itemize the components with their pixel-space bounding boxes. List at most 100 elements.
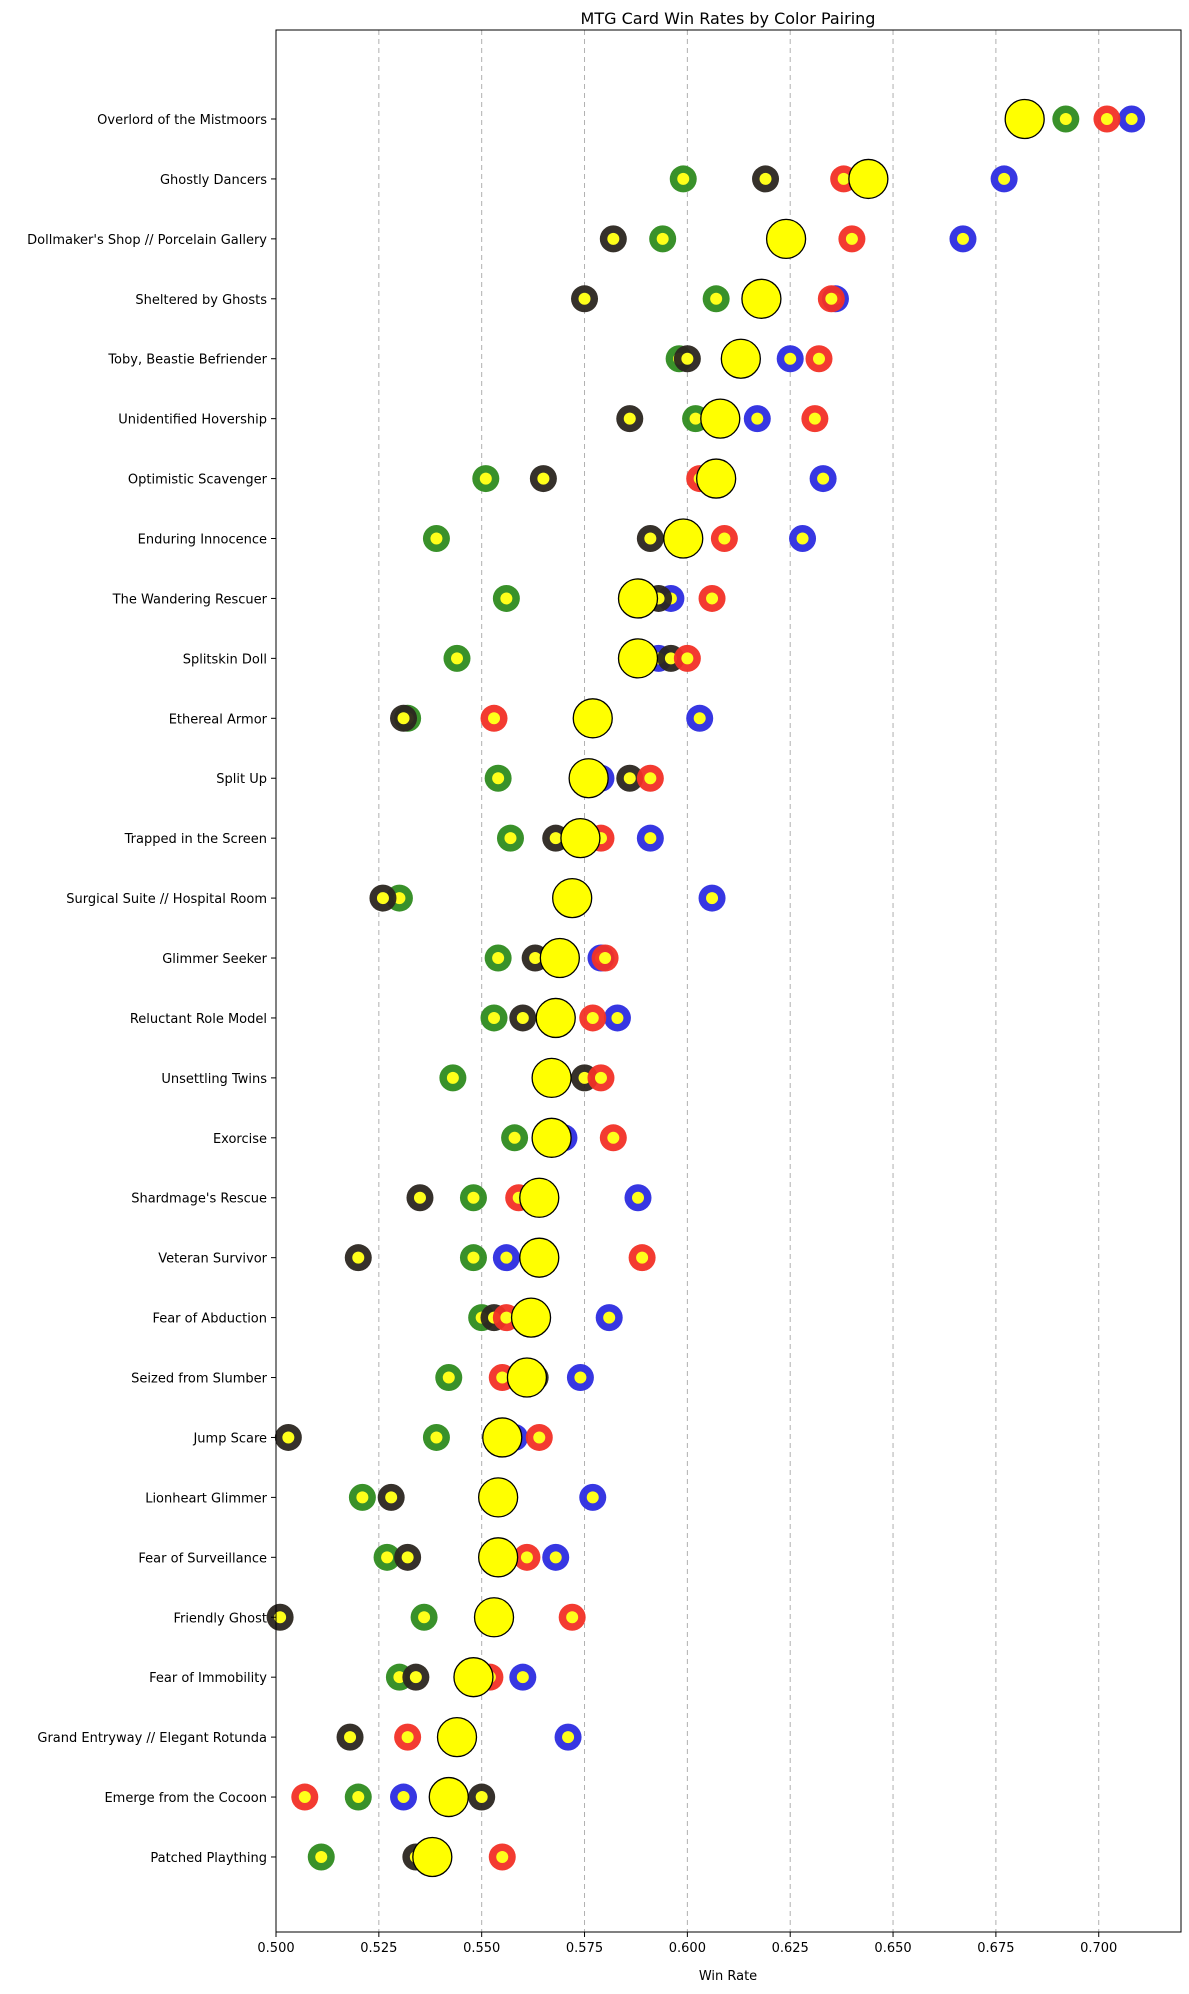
- point-overall: [765, 218, 807, 260]
- card-name-label: Grand Entryway // Elegant Rotunda: [37, 1731, 267, 1746]
- point-white-center: [656, 232, 669, 245]
- point-white-center: [442, 1371, 455, 1384]
- point-white-center: [467, 1251, 480, 1264]
- card-name-label: Emerge from the Cocoon: [104, 1791, 267, 1806]
- card-row: [571, 278, 849, 319]
- card-row: [599, 218, 977, 260]
- point-black-center: [401, 1551, 414, 1564]
- point-white-center: [446, 1071, 459, 1084]
- point-blue-center: [574, 1371, 587, 1384]
- point-blue-center: [784, 352, 797, 365]
- card-row: [472, 458, 837, 499]
- point-overall: [539, 937, 580, 979]
- card-name-label: Jump Scare: [192, 1431, 267, 1446]
- point-black-center: [578, 1071, 591, 1084]
- point-red-center: [520, 1551, 533, 1564]
- card-name-label: Optimistic Scavenger: [128, 473, 268, 488]
- x-tick-label: 0.550: [463, 1941, 500, 1956]
- point-overall: [482, 1417, 523, 1458]
- point-blue-center: [956, 232, 969, 245]
- card-row: [274, 1417, 553, 1458]
- card-name-label: Enduring Innocence: [138, 533, 267, 548]
- point-white-center: [1059, 113, 1072, 125]
- card-name-label: Glimmer Seeker: [162, 952, 267, 967]
- point-black-center: [352, 1251, 365, 1264]
- card-row: [422, 518, 817, 559]
- point-black-center: [529, 952, 542, 965]
- card-name-label: Fear of Immobility: [149, 1671, 267, 1686]
- point-black-center: [376, 892, 389, 905]
- card-name-label: Unidentified Hovership: [118, 413, 267, 428]
- point-blue-center: [397, 1791, 410, 1804]
- point-overall: [663, 518, 704, 559]
- card-row: [484, 937, 619, 979]
- point-black-center: [274, 1611, 287, 1624]
- card-name-label: Ghostly Dancers: [160, 173, 267, 188]
- point-red-center: [500, 1311, 513, 1324]
- card-row: [406, 1177, 652, 1218]
- card-row: [266, 1597, 586, 1638]
- card-name-label: Splitskin Doll: [183, 652, 267, 667]
- point-red-center: [566, 1611, 579, 1624]
- card-name-label: The Wandering Rescuer: [112, 592, 268, 607]
- card-name-label: Friendly Ghost: [173, 1611, 267, 1626]
- card-row: [307, 1836, 516, 1878]
- point-overall: [560, 818, 601, 859]
- card-name-label: Surgical Suite // Hospital Room: [66, 892, 267, 907]
- point-red-center: [706, 592, 719, 605]
- point-overall: [617, 578, 659, 619]
- card-name-label: Sheltered by Ghosts: [135, 293, 267, 308]
- point-red-center: [488, 712, 501, 725]
- point-overall: [700, 398, 741, 439]
- card-row: [501, 1117, 627, 1158]
- point-red-center: [599, 952, 612, 965]
- data-points: [266, 98, 1146, 1878]
- point-overall: [848, 158, 889, 200]
- card-name-label: Lionheart Glimmer: [145, 1491, 267, 1506]
- plot-frame: [275, 29, 1182, 1933]
- point-white-center: [381, 1551, 394, 1564]
- point-white-center: [504, 832, 517, 845]
- point-blue-center: [817, 472, 830, 485]
- x-tick-label: 0.525: [360, 1941, 397, 1956]
- point-overall: [436, 1716, 478, 1758]
- point-blue-center: [998, 172, 1011, 185]
- card-name-label: Fear of Surveillance: [138, 1551, 267, 1566]
- point-overall: [741, 278, 782, 319]
- point-overall: [412, 1836, 453, 1878]
- point-overall: [552, 877, 593, 919]
- point-white-center: [488, 1011, 501, 1024]
- card-row: [616, 398, 829, 439]
- card-row: [291, 1776, 496, 1818]
- point-red-center: [533, 1431, 546, 1444]
- point-red-center: [401, 1731, 414, 1744]
- point-overall: [473, 1597, 515, 1638]
- point-black-center: [409, 1671, 422, 1684]
- card-name-label: Seized from Slumber: [131, 1372, 267, 1387]
- point-red-center: [845, 232, 858, 245]
- point-overall: [531, 1117, 572, 1158]
- point-overall: [572, 698, 613, 739]
- point-red-center: [636, 1251, 649, 1264]
- point-red-center: [808, 412, 821, 425]
- card-row: [369, 877, 726, 919]
- card-row: [385, 1657, 537, 1698]
- point-white-center: [393, 1671, 406, 1684]
- card-name-label: Patched Plaything: [150, 1851, 267, 1866]
- point-black-center: [344, 1731, 357, 1744]
- x-tick-label: 0.500: [257, 1941, 294, 1956]
- point-red-center: [644, 772, 657, 785]
- point-overall: [519, 1177, 560, 1218]
- point-overall: [428, 1776, 469, 1818]
- point-overall: [453, 1657, 494, 1698]
- card-row: [492, 578, 726, 619]
- point-white-center: [500, 592, 513, 605]
- point-red-center: [681, 652, 694, 665]
- point-black-center: [475, 1791, 488, 1804]
- point-blue-center: [586, 1491, 599, 1504]
- card-name-label: Dollmaker's Shop // Porcelain Gallery: [27, 233, 267, 248]
- point-white-center: [710, 292, 723, 305]
- axis-ticks: 0.500 0.525 0.550 0.575 0.600 0.625 0.650 0.675…: [257, 1932, 1117, 1956]
- point-black-center: [644, 532, 657, 545]
